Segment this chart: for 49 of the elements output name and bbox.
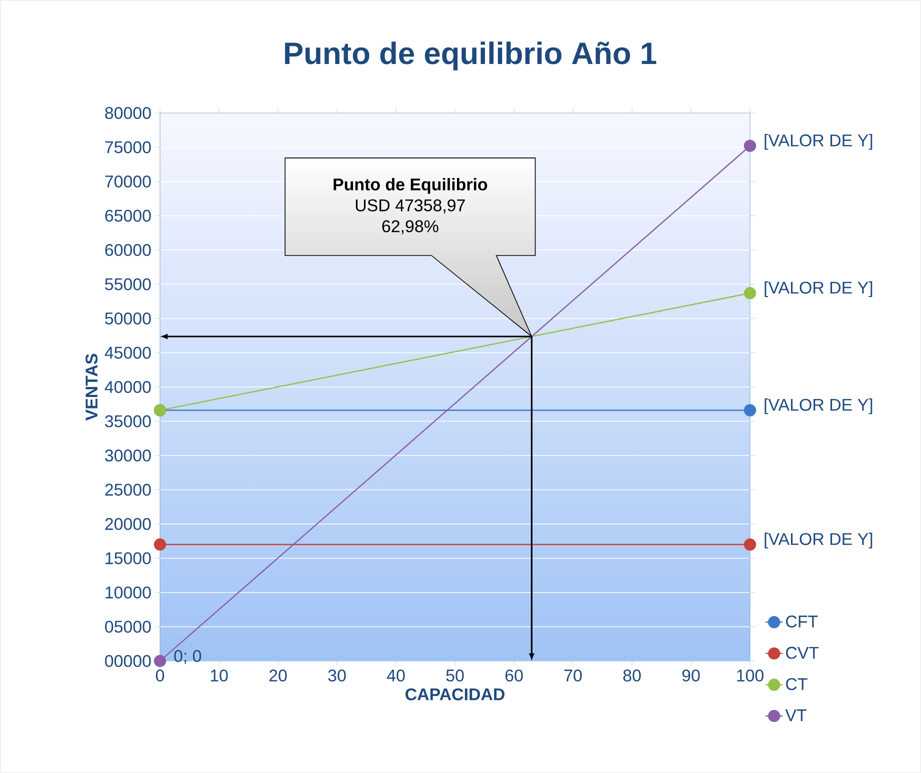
data-label: [VALOR DE Y] [764,134,872,150]
annotation: USD 47358,97 [356,199,465,214]
y-tick-label: 35000 [105,415,151,428]
y-tick-label: 05000 [105,620,151,633]
y-tick-label: 40000 [104,380,151,393]
x-tick-label: 30 [328,670,346,682]
annotation: 62,98% [382,220,438,234]
point [744,404,756,416]
x-tick-label: 70 [564,670,582,682]
legend-label: CFT [786,615,818,628]
data-label: [VALOR DE Y] [764,532,872,548]
y-tick-label: 60000 [105,244,151,256]
x-tick-label: 40 [386,670,405,682]
x-tick-label: 90 [682,670,700,682]
y-tick-label: 55000 [105,278,151,290]
data-label: [VALOR DE Y] [764,398,872,414]
annotation: Punto de Equilibrio [334,178,488,194]
y-tick-label: 10000 [106,586,151,598]
y-tick-label: 80000 [105,106,151,119]
legend-label: CT [786,678,808,690]
legend-label: CVT [786,646,819,659]
point [154,538,166,551]
y-tick-label: 25000 [105,484,151,496]
y-tick-label: 70000 [105,175,151,188]
x-tick-label: 10 [210,670,228,682]
x-axis-title: CAPACIDAD [406,688,504,700]
y-tick-label: 45000 [104,346,151,359]
data-label: [VALOR DE Y] [764,281,872,298]
y-tick-label: 20000 [105,518,151,530]
y-axis-title: VENTAS [86,354,98,421]
point [744,140,756,152]
data-label: 0; 0 [174,650,202,664]
x-tick-label: 50 [446,670,464,682]
x-tick-label: 60 [505,670,523,682]
y-tick-label: 15000 [106,552,151,564]
point [744,538,756,551]
legend-label: VT [785,709,806,722]
x-tick-label: 80 [623,670,641,682]
x-tick-label: 100 [737,670,764,682]
y-tick-label: 00000 [105,654,151,667]
y-tick-label: 50000 [105,312,151,324]
y-tick-label: 65000 [105,210,151,222]
point [744,287,756,300]
chart-title: Punto de equilibrio Año 1 [285,42,656,70]
x-tick-label: 20 [269,670,287,682]
y-tick-label: 75000 [105,141,151,154]
point [154,654,166,668]
y-tick-label: 30000 [105,449,151,462]
x-tick-label: 0 [156,670,164,682]
